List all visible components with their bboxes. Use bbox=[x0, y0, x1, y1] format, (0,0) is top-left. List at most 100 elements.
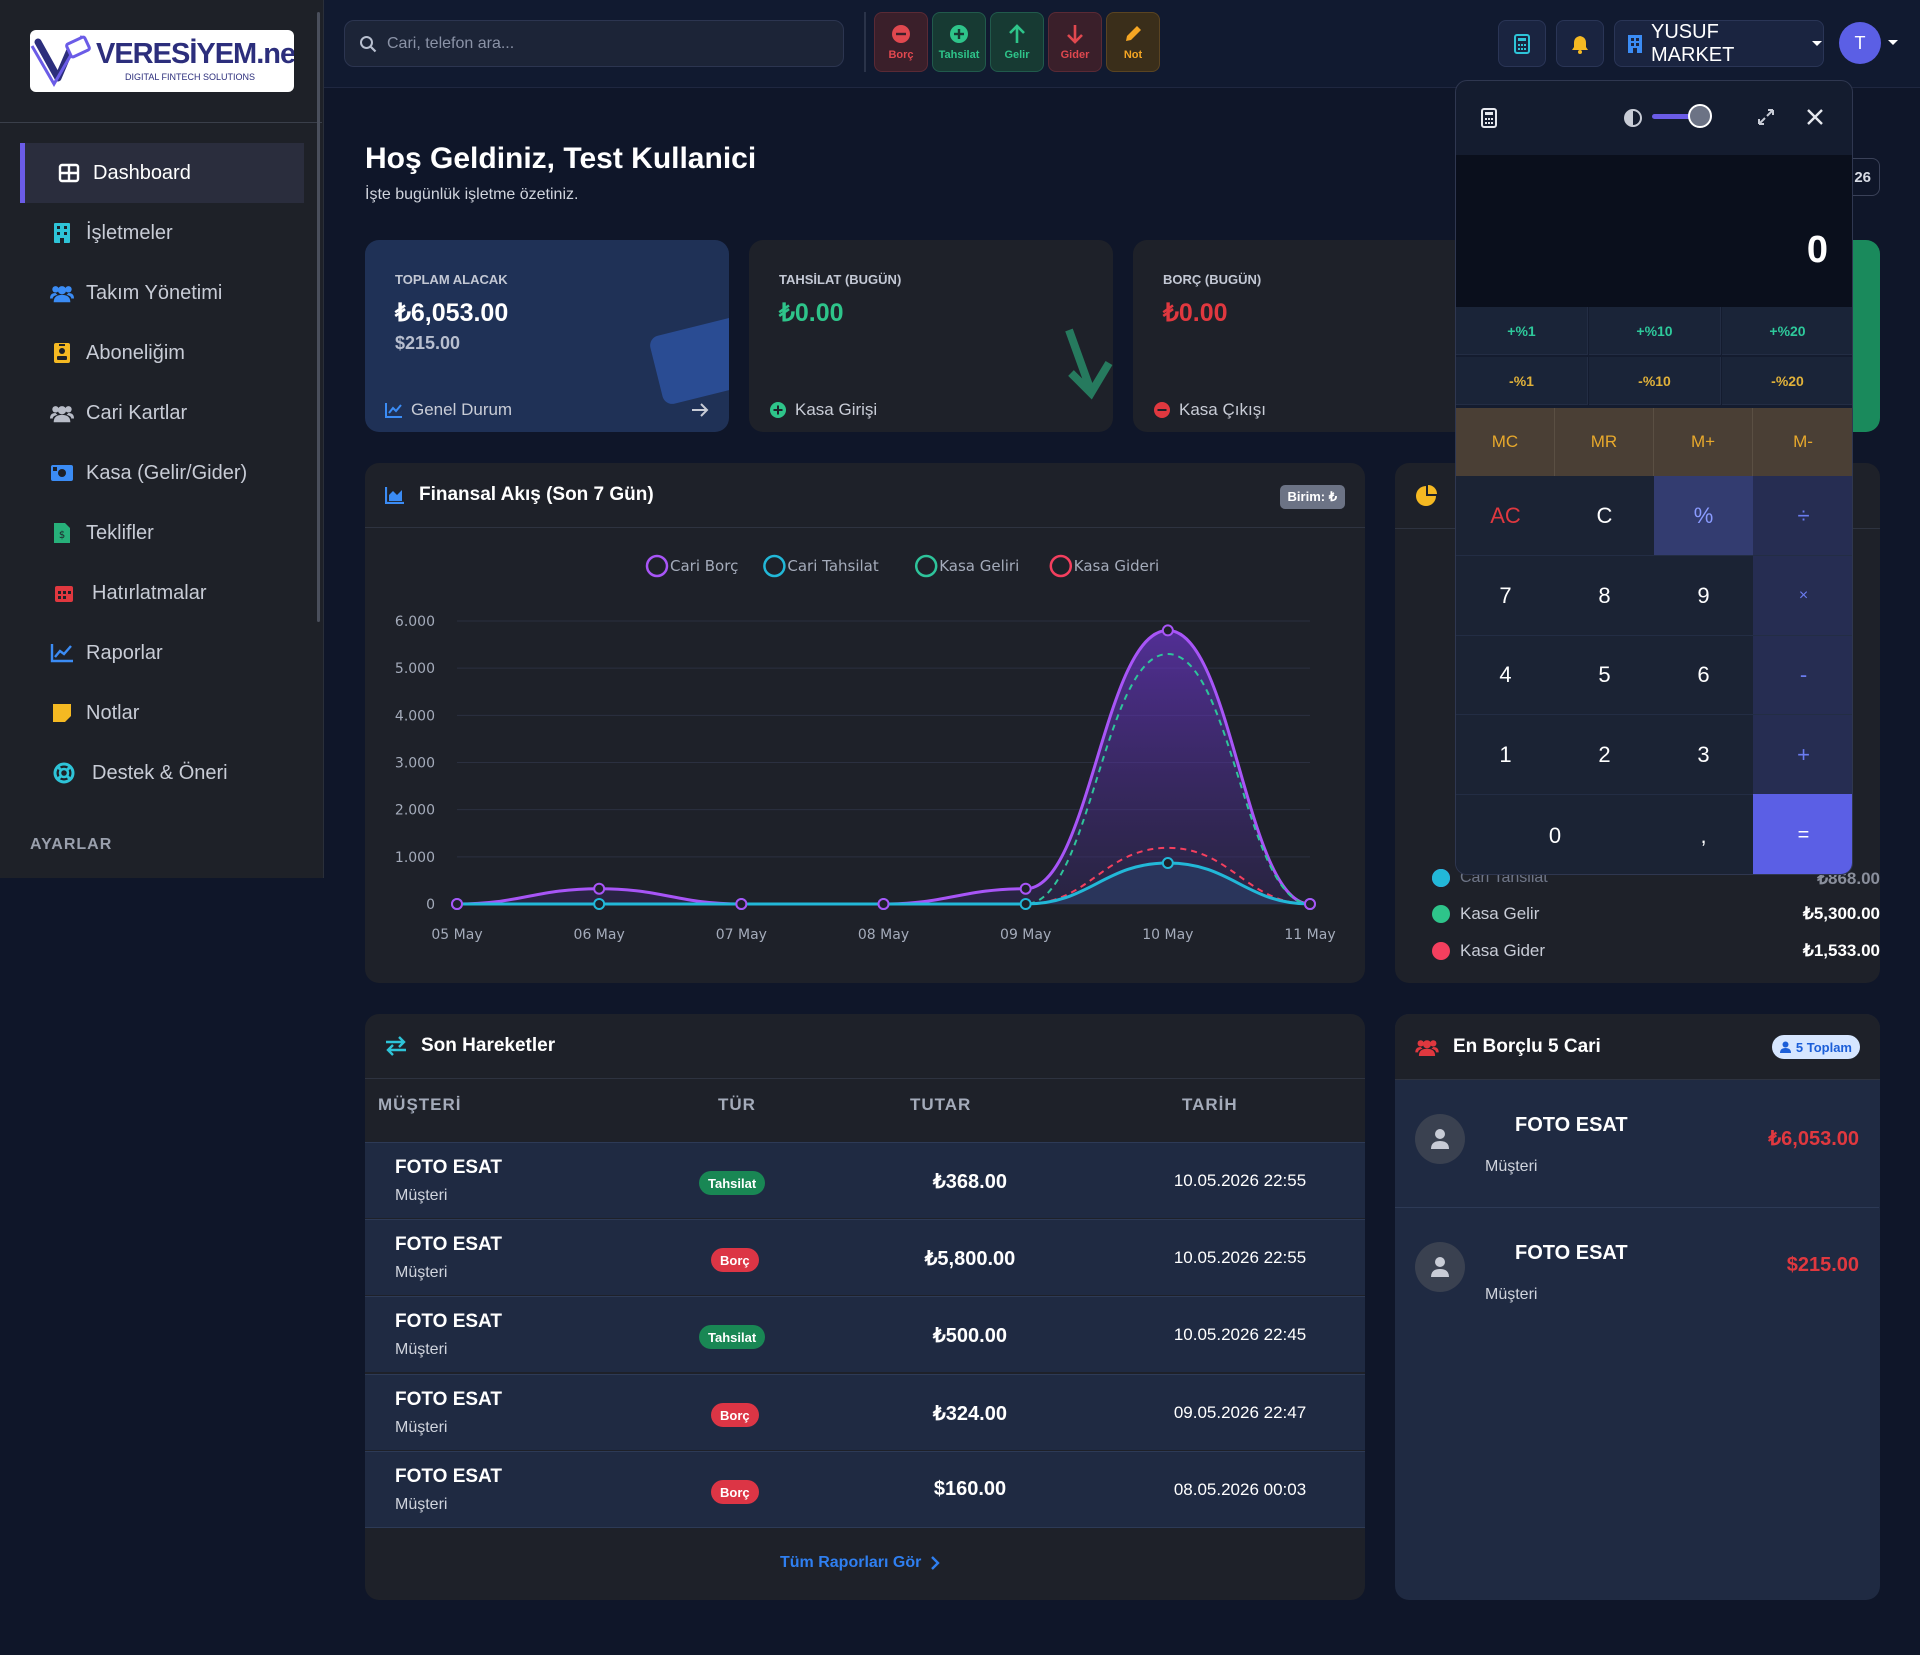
sidebar-item-cari-kartlar[interactable]: Cari Kartlar bbox=[20, 383, 304, 443]
plus-circle-icon bbox=[948, 23, 970, 45]
legend-item-kasa-gider: Kasa Gider bbox=[1432, 941, 1545, 961]
close-icon[interactable] bbox=[1806, 108, 1824, 126]
sidebar-item-destek[interactable]: Destek & Öneri bbox=[20, 743, 304, 803]
column-header-tarih[interactable]: TARİH bbox=[1182, 1095, 1238, 1114]
card-footer-label: Kasa Çıkışı bbox=[1179, 400, 1266, 419]
sidebar-item-isletmeler[interactable]: İşletmeler bbox=[20, 203, 304, 263]
column-header-tur[interactable]: TÜR bbox=[718, 1095, 756, 1114]
notifications-button[interactable] bbox=[1556, 20, 1604, 67]
card-tahsilat[interactable]: TAHSİLAT (BUGÜN) ₺0.00 Kasa Girişi bbox=[749, 240, 1113, 432]
sidebar-item-hatirlatmalar[interactable]: Hatırlatmalar bbox=[20, 563, 304, 623]
column-header-tutar[interactable]: TUTAR bbox=[910, 1095, 972, 1114]
table-row[interactable]: FOTO ESAT Müşteri Borç $160.00 08.05.202… bbox=[365, 1451, 1365, 1527]
brand-logo[interactable]: VERESİYEM.net DIGITAL FINTECH SOLUTIONS bbox=[30, 30, 294, 92]
digit-6-button[interactable]: 6 bbox=[1654, 635, 1753, 714]
pct-minus-1-button[interactable]: -%1 bbox=[1456, 357, 1588, 405]
memory-clear-button[interactable]: MC bbox=[1456, 408, 1555, 476]
sidebar-item-teklifler[interactable]: $ Teklifler bbox=[20, 503, 304, 563]
divide-button[interactable]: ÷ bbox=[1753, 476, 1852, 555]
memory-subtract-button[interactable]: M- bbox=[1753, 408, 1852, 476]
search-input[interactable] bbox=[387, 34, 807, 53]
chart-line-icon bbox=[50, 641, 74, 665]
quick-action-label: Borç bbox=[888, 49, 914, 61]
digit-5-button[interactable]: 5 bbox=[1555, 635, 1654, 714]
user-avatar[interactable]: T bbox=[1839, 22, 1881, 64]
memory-recall-button[interactable]: MR bbox=[1555, 408, 1654, 476]
digit-4-button[interactable]: 4 bbox=[1456, 635, 1555, 714]
pct-plus-10-button[interactable]: +%10 bbox=[1589, 307, 1721, 355]
column-header-musteri[interactable]: MÜŞTERİ bbox=[378, 1095, 462, 1114]
panel-title: En Borçlu 5 Cari bbox=[1453, 1035, 1601, 1057]
expand-icon[interactable] bbox=[1756, 107, 1776, 127]
all-clear-button[interactable]: AC bbox=[1456, 476, 1555, 555]
caret-down-icon[interactable] bbox=[1887, 39, 1899, 47]
debtor-amount: $215.00 bbox=[1786, 1254, 1859, 1276]
sidebar-item-dashboard[interactable]: Dashboard bbox=[20, 143, 304, 203]
add-button[interactable]: + bbox=[1753, 714, 1852, 794]
row-customer-role: Müşteri bbox=[395, 1264, 448, 1281]
series-area-cari-borc bbox=[457, 630, 1310, 904]
quick-borc-button[interactable]: Borç bbox=[874, 12, 928, 72]
card-footer: Kasa Çıkışı bbox=[1153, 400, 1266, 420]
quick-gider-button[interactable]: Gider bbox=[1048, 12, 1102, 72]
x-tick-label: 06 May bbox=[574, 927, 625, 943]
pct-minus-20-button[interactable]: -%20 bbox=[1722, 357, 1852, 405]
digit-1-button[interactable]: 1 bbox=[1456, 714, 1555, 794]
opacity-slider[interactable] bbox=[1652, 104, 1712, 128]
topbar-separator bbox=[864, 12, 866, 72]
clear-button[interactable]: C bbox=[1555, 476, 1654, 555]
multiply-button[interactable]: × bbox=[1753, 555, 1852, 635]
digit-9-button[interactable]: 9 bbox=[1654, 555, 1753, 635]
sidebar-scrollbar[interactable] bbox=[317, 12, 320, 622]
legend-label: Kasa Gider bbox=[1460, 941, 1546, 960]
digit-0-button[interactable]: 0 bbox=[1456, 794, 1654, 874]
debtor-item[interactable]: FOTO ESAT Müşteri ₺6,053.00 bbox=[1395, 1080, 1879, 1208]
sidebar-item-notlar[interactable]: Notlar bbox=[20, 683, 304, 743]
y-tick-label: 5.000 bbox=[395, 661, 435, 677]
memory-add-button[interactable]: M+ bbox=[1654, 408, 1753, 476]
calculator-toggle-button[interactable] bbox=[1498, 20, 1546, 67]
y-tick-label: 1.000 bbox=[395, 850, 435, 866]
legend-label: Kasa Gideri bbox=[1074, 557, 1159, 575]
card-footer-label: Genel Durum bbox=[411, 400, 513, 419]
debtor-item[interactable]: FOTO ESAT Müşteri $215.00 bbox=[1395, 1208, 1879, 1336]
table-row[interactable]: FOTO ESAT Müşteri Borç ₺5,800.00 10.05.2… bbox=[365, 1219, 1365, 1295]
quick-gelir-button[interactable]: Gelir bbox=[990, 12, 1044, 72]
subtract-button[interactable]: - bbox=[1753, 635, 1852, 714]
pct-plus-1-button[interactable]: +%1 bbox=[1456, 307, 1588, 355]
arrow-right-icon[interactable] bbox=[691, 403, 709, 417]
digit-7-button[interactable]: 7 bbox=[1456, 555, 1555, 635]
pct-plus-20-button[interactable]: +%20 bbox=[1722, 307, 1852, 355]
sidebar-section-title: AYARLAR bbox=[30, 836, 113, 853]
sidebar-item-raporlar[interactable]: Raporlar bbox=[20, 623, 304, 683]
table-row[interactable]: FOTO ESAT Müşteri Borç ₺324.00 09.05.202… bbox=[365, 1374, 1365, 1450]
quick-not-button[interactable]: Not bbox=[1106, 12, 1160, 72]
table-row[interactable]: FOTO ESAT Müşteri Tahsilat ₺368.00 10.05… bbox=[365, 1142, 1365, 1218]
arrow-down-icon bbox=[1064, 23, 1086, 45]
sidebar-item-abonelik[interactable]: Aboneliğim bbox=[20, 323, 304, 383]
digit-8-button[interactable]: 8 bbox=[1555, 555, 1654, 635]
sidebar-item-takim[interactable]: Takım Yönetimi bbox=[20, 263, 304, 323]
digit-2-button[interactable]: 2 bbox=[1555, 714, 1654, 794]
pct-minus-10-button[interactable]: -%10 bbox=[1589, 357, 1721, 405]
y-tick-label: 2.000 bbox=[395, 803, 435, 819]
card-borc[interactable]: BORÇ (BUGÜN) ₺0.00 Kasa Çıkışı bbox=[1133, 240, 1497, 432]
opacity-slider-handle[interactable] bbox=[1688, 104, 1712, 128]
calculator-icon bbox=[1514, 33, 1530, 54]
finance-line-chart[interactable]: 0 1.000 2.000 3.000 4.000 5.000 6.000 05 May 06 … bbox=[365, 528, 1365, 983]
brand-name: VERESİYEM bbox=[96, 38, 257, 70]
all-reports-link[interactable]: Tüm Raporları Gör bbox=[780, 1554, 941, 1572]
percent-button[interactable]: % bbox=[1654, 476, 1753, 555]
digit-3-button[interactable]: 3 bbox=[1654, 714, 1753, 794]
sidebar-item-label: Notlar bbox=[86, 701, 140, 724]
card-toplam-alacak[interactable]: TOPLAM ALACAK ₺6,053.00 $215.00 Genel Du… bbox=[365, 240, 729, 432]
equals-button[interactable]: = bbox=[1753, 794, 1852, 874]
business-selector[interactable]: YUSUF MARKET bbox=[1614, 20, 1824, 67]
sidebar-item-kasa[interactable]: Kasa (Gelir/Gider) bbox=[20, 443, 304, 503]
quick-tahsilat-button[interactable]: Tahsilat bbox=[932, 12, 986, 72]
decimal-comma-button[interactable]: , bbox=[1654, 794, 1753, 874]
search-box[interactable] bbox=[344, 20, 844, 67]
table-row[interactable]: FOTO ESAT Müşteri Tahsilat ₺500.00 10.05… bbox=[365, 1296, 1365, 1372]
data-point bbox=[1304, 898, 1316, 910]
panel-header: Finansal Akış (Son 7 Gün) Birim: ₺ bbox=[365, 463, 1365, 528]
